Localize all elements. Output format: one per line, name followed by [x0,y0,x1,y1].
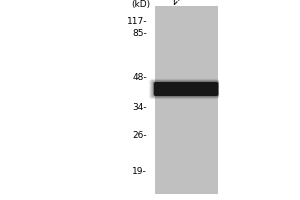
Text: 293: 293 [169,0,190,6]
Text: 34-: 34- [132,102,147,112]
Text: 26-: 26- [132,130,147,140]
FancyBboxPatch shape [150,80,219,98]
Text: 19-: 19- [132,166,147,176]
Bar [154,6,218,194]
FancyBboxPatch shape [151,80,219,98]
Text: 48-: 48- [132,73,147,82]
Text: 85-: 85- [132,28,147,38]
Text: 117-: 117- [127,17,147,25]
FancyBboxPatch shape [150,79,219,99]
FancyBboxPatch shape [152,81,219,97]
FancyBboxPatch shape [154,82,218,96]
Text: (kD): (kD) [131,0,150,9]
